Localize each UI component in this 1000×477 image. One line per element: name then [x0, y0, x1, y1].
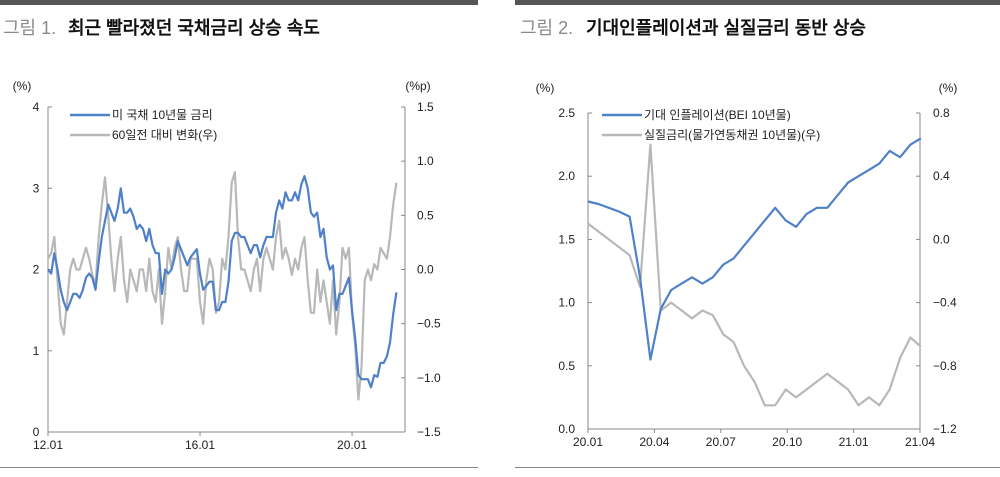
legend-label: 기대 인플레이션(BEI 10년물): [644, 108, 791, 122]
left-tick-label: 2.0: [558, 169, 575, 183]
left-tick-label: 2: [33, 263, 40, 277]
chart-1: (%) (%p) 4 3 2 1 0 1.5 1.0 0.5 0.0 −0.5 −1.0 −1.5 12.0…: [13, 79, 441, 452]
chart-title-2: 기대인플레이션과 실질금리 동반 상승: [586, 18, 866, 38]
right-tick-label: −0.8: [933, 359, 957, 373]
chart-2: (%) (%)2.52.01.51.00.50.00.80.40.0−0.4−0.…: [536, 81, 958, 449]
right-tick-label: 0.0: [933, 232, 950, 246]
legend-label: 실질금리(물가연동채권 10년물)(우): [644, 128, 820, 142]
right-tick-label: 0.4: [933, 169, 950, 183]
left-tick-label: 1: [33, 344, 40, 358]
top-rule-1: [0, 0, 478, 5]
chart-title-1: 최근 빨라졌던 국채금리 상승 속도: [68, 18, 320, 38]
left-tick-label: 2.5: [558, 106, 575, 120]
left-axis-unit: (%): [536, 81, 555, 95]
bottom-rule-1: [0, 467, 478, 468]
left-tick-label: 0.5: [558, 359, 575, 373]
figure-label-2: 그림 2.: [520, 18, 573, 38]
legend-label: 60일전 대비 변화(우): [112, 128, 217, 142]
bottom-rule-2: [515, 467, 1000, 468]
x-tick-label: 20.07: [706, 435, 736, 449]
x-tick-label: 12.01: [33, 438, 63, 452]
figure-label-1: 그림 1.: [3, 18, 56, 38]
legend-label: 미 국채 10년물 금리: [112, 108, 213, 122]
right-axis-unit: (%): [939, 81, 958, 95]
left-tick-label: 0: [33, 425, 40, 439]
left-axis-unit: (%): [13, 79, 32, 93]
right-tick-label: −1.0: [417, 371, 441, 385]
x-tick-label: 20.10: [772, 435, 802, 449]
series-line-secondary: [47, 170, 398, 401]
series-line-primary: [47, 175, 398, 389]
right-tick-label: −1.2: [933, 422, 957, 436]
x-tick-label: 20.04: [639, 435, 669, 449]
series-line-primary: [587, 137, 922, 361]
left-tick-label: 1.5: [558, 232, 575, 246]
series-line-secondary: [587, 143, 922, 407]
x-tick-label: 16.01: [185, 438, 215, 452]
right-tick-label: 1.5: [417, 100, 434, 114]
x-tick-label: 21.04: [905, 435, 935, 449]
right-axis-unit: (%p): [405, 79, 430, 93]
right-tick-label: 0.8: [933, 106, 950, 120]
left-tick-label: 0.0: [558, 422, 575, 436]
right-tick-label: 0.5: [417, 208, 434, 222]
right-tick-label: −1.5: [417, 425, 441, 439]
right-tick-label: −0.4: [933, 296, 957, 310]
x-tick-label: 21.01: [839, 435, 869, 449]
right-tick-label: 0.0: [417, 263, 434, 277]
top-rule-2: [515, 0, 1000, 5]
left-tick-label: 4: [33, 100, 40, 114]
x-tick-label: 20.01: [573, 435, 603, 449]
left-tick-label: 3: [33, 181, 40, 195]
right-tick-label: −0.5: [417, 317, 441, 331]
left-tick-label: 1.0: [558, 296, 575, 310]
x-tick-label: 20.01: [337, 438, 367, 452]
right-tick-label: 1.0: [417, 154, 434, 168]
